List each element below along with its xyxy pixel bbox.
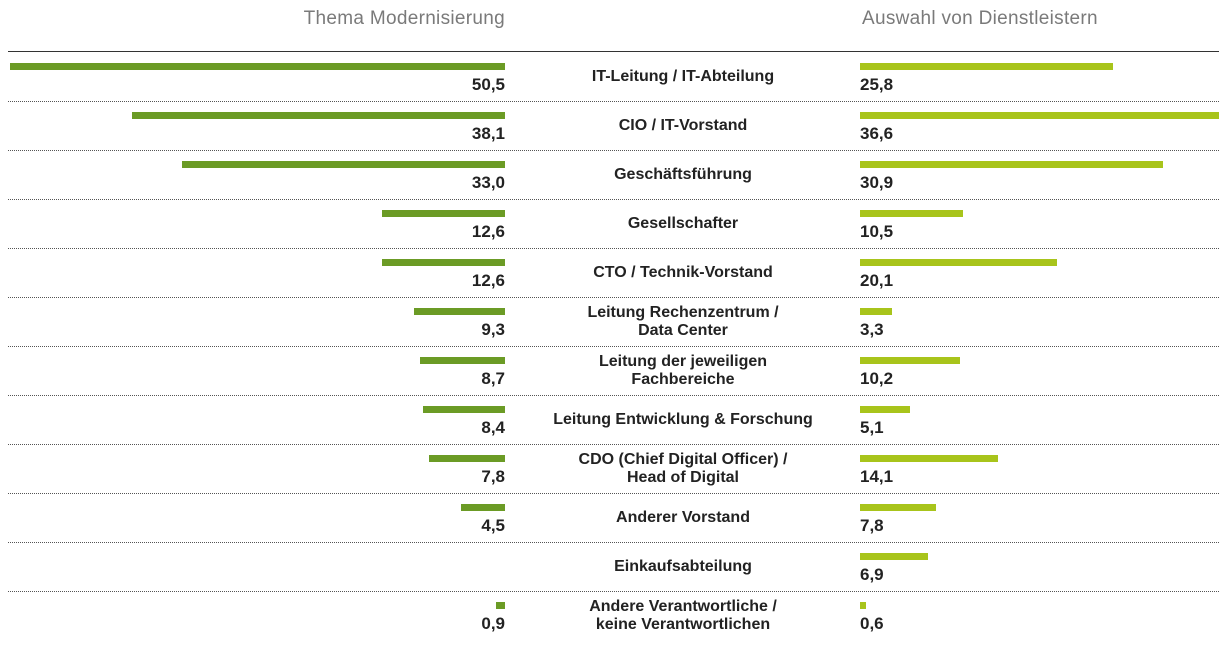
bar [860, 259, 1057, 266]
bar [860, 308, 893, 315]
value-label: 12,6 [471, 222, 505, 241]
row-separator [8, 297, 1219, 298]
bar [131, 112, 505, 119]
value-label: 30,9 [860, 173, 894, 192]
value-label: 50,5 [471, 75, 505, 94]
value-label: 7,8 [481, 467, 505, 486]
bar [10, 63, 505, 70]
category-label: Leitung Entwicklung & Forschung [553, 410, 813, 428]
category-label: CIO / IT-Vorstand [618, 116, 748, 134]
row-separator [8, 591, 1219, 592]
row-separator [8, 248, 1219, 249]
value-label: 25,8 [860, 75, 894, 94]
bar [428, 455, 505, 462]
left-series-title: Thema Modernisierung [303, 8, 505, 29]
category-label: IT-Leitung / IT-Abteilung [591, 67, 775, 85]
bar [860, 112, 1219, 119]
bar [413, 308, 505, 315]
value-label: 33,0 [471, 173, 505, 192]
bar [860, 161, 1163, 168]
category-label: Geschäftsführung [614, 165, 752, 183]
value-label: 14,1 [860, 467, 894, 486]
bar [496, 602, 505, 609]
row-separator [8, 150, 1219, 151]
category-label: Gesellschafter [627, 214, 739, 232]
value-label: 0,9 [481, 614, 505, 633]
value-label: 4,5 [481, 516, 505, 535]
category-label: Anderer Vorstand [616, 508, 750, 526]
bar [860, 63, 1113, 70]
bar [422, 406, 505, 413]
row-separator [8, 101, 1219, 102]
category-label: Leitung Rechenzentrum / Data Center [587, 303, 779, 339]
category-label: Einkaufsabteilung [614, 557, 752, 575]
bar [381, 210, 505, 217]
bar [860, 602, 866, 609]
row-separator [8, 444, 1219, 445]
row-separator [8, 199, 1219, 200]
bar [419, 357, 505, 364]
value-label: 10,5 [860, 222, 894, 241]
row-separator [8, 346, 1219, 347]
row-separator [8, 542, 1219, 543]
right-series-title: Auswahl von Dienstleistern [862, 8, 1098, 29]
value-label: 8,7 [481, 369, 505, 388]
value-label: 20,1 [860, 271, 894, 290]
value-label: 12,6 [471, 271, 505, 290]
value-label: 38,1 [471, 124, 505, 143]
row-separator [8, 395, 1219, 396]
value-label: 3,3 [860, 320, 884, 339]
bar [860, 504, 937, 511]
value-label: 10,2 [860, 369, 894, 388]
bar [860, 406, 910, 413]
bar [181, 161, 505, 168]
value-label: 0,6 [860, 614, 884, 633]
bar [860, 357, 960, 364]
category-label: CDO (Chief Digital Officer) / Head of Di… [578, 450, 788, 486]
bar [860, 553, 928, 560]
category-label: Leitung der jeweiligen Fachbereiche [598, 352, 768, 388]
value-label: 8,4 [481, 418, 505, 437]
header-rule [8, 51, 1219, 52]
value-label: 7,8 [860, 516, 884, 535]
category-label: Andere Verantwortliche / keine Verantwor… [589, 597, 777, 633]
value-label: 36,6 [860, 124, 894, 143]
category-label: CTO / Technik-Vorstand [593, 263, 773, 281]
value-label: 9,3 [481, 320, 505, 339]
bar [860, 455, 999, 462]
bar [860, 210, 963, 217]
row-separator [8, 493, 1219, 494]
value-label: 6,9 [860, 565, 884, 584]
bar [381, 259, 505, 266]
value-label: 5,1 [860, 418, 884, 437]
bar [460, 504, 505, 511]
